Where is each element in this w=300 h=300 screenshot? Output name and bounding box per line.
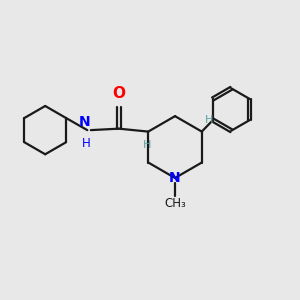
Text: H: H: [142, 140, 151, 150]
Text: N: N: [79, 115, 90, 129]
Text: H: H: [205, 115, 213, 125]
Text: N: N: [169, 171, 181, 185]
Text: CH₃: CH₃: [164, 197, 186, 210]
Text: H: H: [82, 136, 90, 150]
Text: O: O: [112, 86, 125, 101]
